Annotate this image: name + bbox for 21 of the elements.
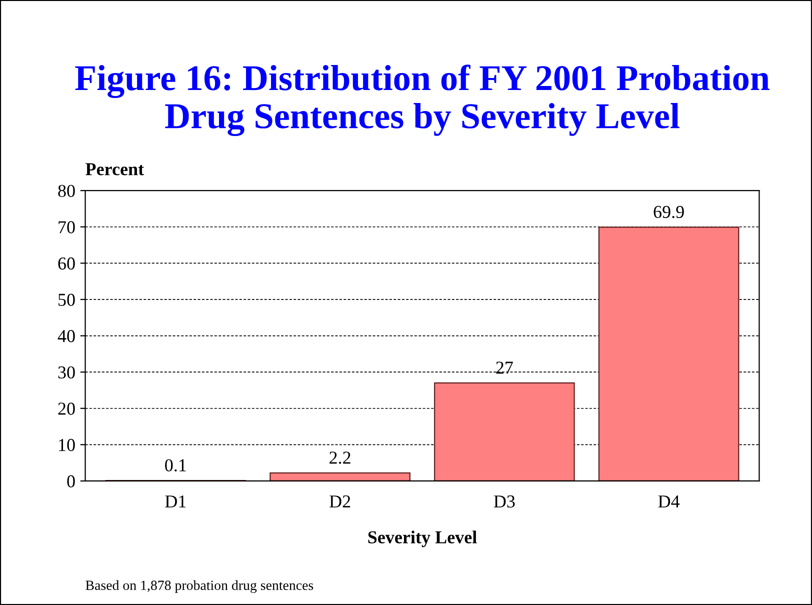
chart-title: Figure 16: Distribution of FY 2001 Probation Drug Sentences by Severity Level — [75, 64, 770, 136]
y-tick-label: 70 — [58, 221, 75, 234]
x-tick-label: D4 — [658, 496, 680, 508]
y-tick-label: 30 — [58, 366, 75, 379]
y-tick-label: 50 — [58, 294, 75, 306]
x-tick-label: D2 — [330, 495, 350, 508]
data-label: 27 — [496, 362, 513, 374]
x-tick-label: D1 — [165, 495, 186, 508]
y-tick-label: 60 — [58, 257, 75, 270]
y-tick-label: 0 — [67, 475, 75, 488]
y-axis-title: Percent — [86, 163, 144, 176]
y-tick-label: 10 — [59, 438, 75, 452]
x-axis-title: Severity Level — [368, 530, 477, 548]
y-tick-label: 40 — [58, 330, 75, 342]
data-label: 2.2 — [330, 452, 350, 464]
text: Based on 1,878 probation drug sentences — [86, 580, 314, 593]
data-label: 0.1 — [165, 459, 186, 472]
data-label: 69.9 — [654, 206, 684, 218]
y-tick-label: 80 — [58, 184, 75, 198]
x-tick-label: D3 — [494, 495, 515, 508]
y-tick-label: 20 — [58, 402, 75, 415]
